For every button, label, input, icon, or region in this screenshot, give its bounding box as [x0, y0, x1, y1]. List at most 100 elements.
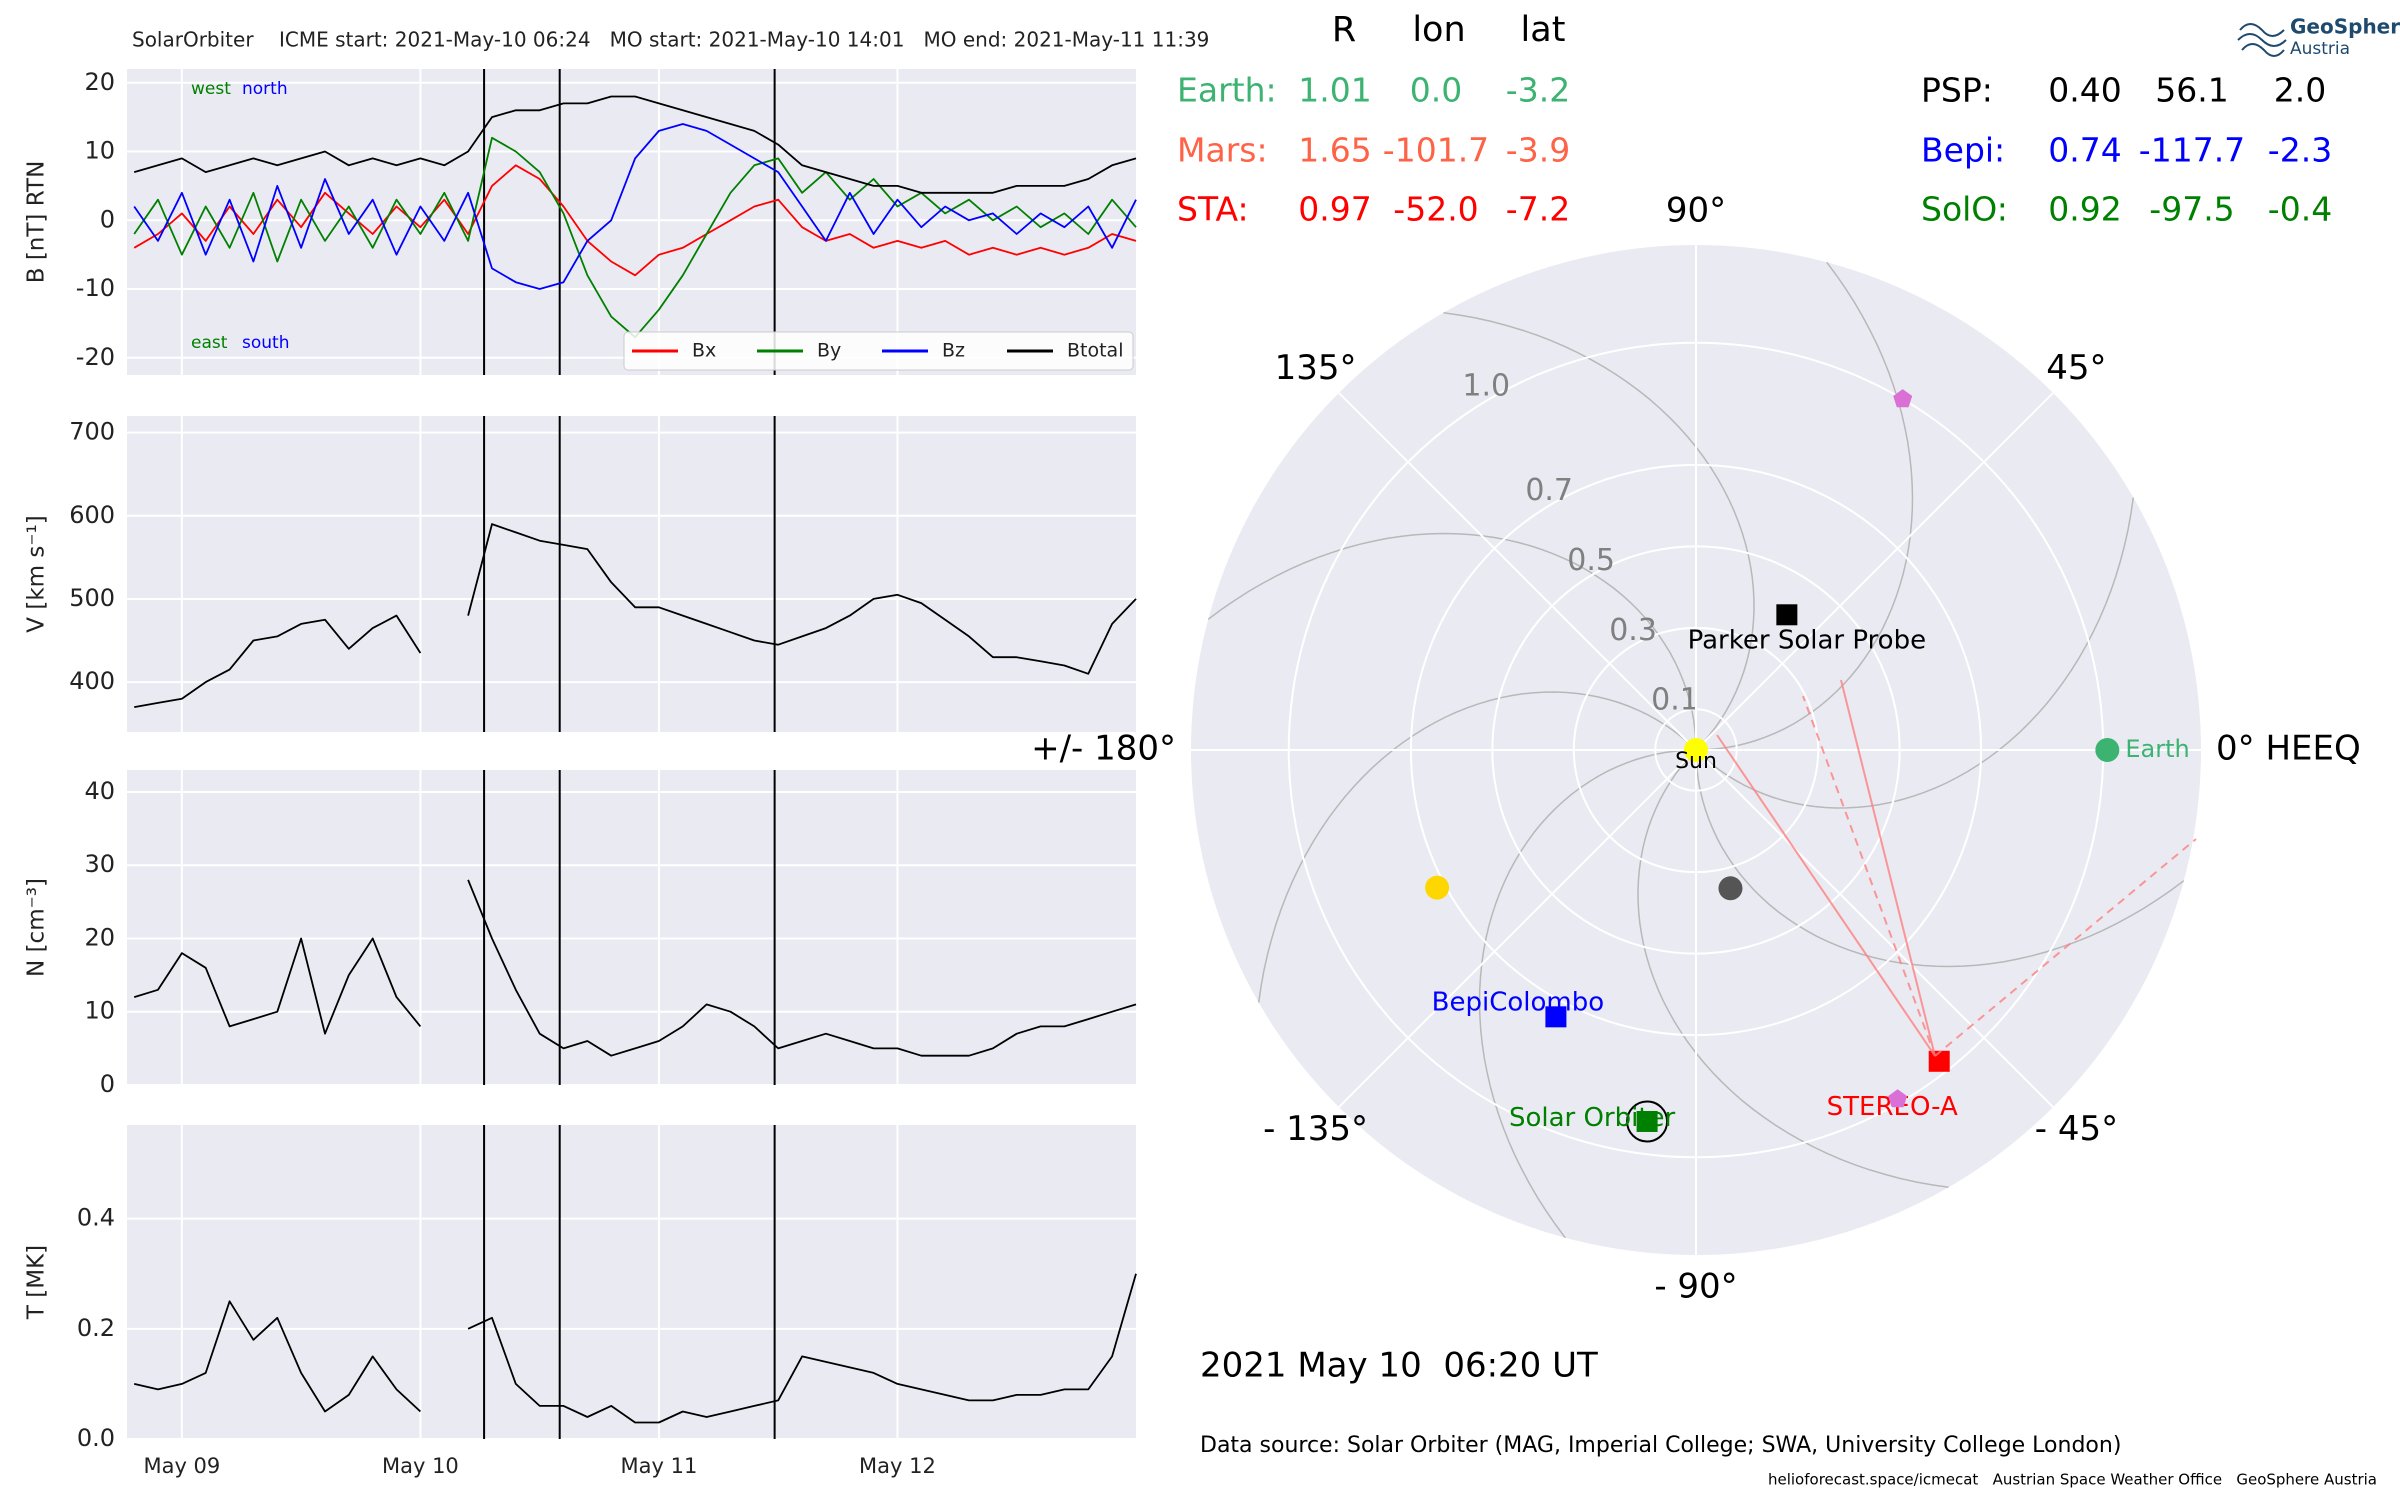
marker	[1425, 875, 1450, 900]
data-line	[133, 1273, 1137, 1424]
logo-subtext: Austria	[2290, 39, 2350, 59]
timestamp: 2021 May 10 06:20 UT	[1200, 1346, 1598, 1386]
marker	[1928, 1050, 1950, 1072]
table-cell: -0.4	[2268, 190, 2332, 229]
y-tick-label: 10	[84, 137, 115, 165]
marker	[2095, 738, 2120, 762]
marker	[1684, 738, 1708, 762]
marker-label: Parker Solar Probe	[1688, 625, 1926, 655]
theta-tick-label: 135°	[1275, 348, 1357, 388]
annotation: south	[242, 333, 289, 353]
theta-tick-label: +/- 180°	[1031, 729, 1176, 769]
legend-label: Bz	[942, 340, 965, 362]
table-cell: -7.2	[1506, 190, 1570, 229]
spiral-line	[1207, 532, 1697, 751]
marker-label: Earth	[2125, 735, 2189, 763]
y-axis-label: B [nT] RTN	[24, 161, 50, 284]
data-line	[134, 523, 1137, 708]
theta-tick-label: - 135°	[1263, 1109, 1368, 1149]
y-axis-label: V [km s⁻¹]	[24, 515, 50, 632]
data-line	[133, 123, 1137, 290]
marker	[1636, 1110, 1658, 1132]
y-tick-label: 0	[100, 1070, 115, 1098]
marker	[1776, 604, 1798, 626]
grid-spoke	[1695, 749, 2054, 1108]
table-header: lon	[1412, 10, 1465, 50]
y-tick-label: 0.0	[77, 1424, 115, 1452]
plot-area	[127, 416, 1136, 732]
y-tick-label: 600	[69, 501, 115, 529]
y-tick-label: -20	[76, 343, 115, 371]
theta-tick-label: - 90°	[1654, 1267, 1737, 1307]
y-tick-label: 20	[84, 68, 115, 96]
annotation: north	[242, 79, 288, 99]
logo-wave	[2241, 43, 2285, 57]
table-cell: 0.40	[2048, 71, 2121, 110]
logo-wave	[2237, 33, 2287, 47]
x-tick-label: May 10	[382, 1454, 459, 1478]
table-cell: -3.2	[1506, 71, 1570, 110]
y-tick-label: -10	[76, 274, 115, 302]
spiral-line	[1478, 749, 1697, 1239]
marker	[1888, 1089, 1908, 1108]
highlight-ring	[1626, 1100, 1669, 1143]
table-cell: -97.5	[2149, 190, 2234, 229]
fov-line	[1840, 679, 1936, 1057]
table-cell: -117.7	[2139, 131, 2245, 170]
data-line	[133, 164, 1137, 277]
table-cell: 56.1	[2155, 71, 2228, 110]
marker-label: Sun	[1675, 749, 1717, 774]
y-tick-label: 40	[84, 777, 115, 805]
table-cell: -2.3	[2268, 131, 2332, 170]
fov-line	[1802, 695, 1936, 1057]
marker	[1545, 1006, 1567, 1028]
legend-label: Bx	[692, 340, 716, 362]
y-tick-label: 400	[69, 667, 115, 695]
data-line	[133, 95, 1137, 194]
y-tick-label: 30	[84, 850, 115, 878]
legend-box	[623, 331, 1134, 371]
annotation: west	[191, 79, 231, 99]
legend-label: Btotal	[1067, 340, 1123, 362]
y-tick-label: 500	[69, 584, 115, 612]
table-row-name: SolO:	[1921, 190, 2008, 229]
spiral-line	[1637, 749, 1949, 1189]
r-tick-label: 0.5	[1567, 543, 1615, 578]
table-cell: -101.7	[1383, 131, 1489, 170]
r-tick-label: 1.0	[1462, 368, 1510, 403]
table-row-name: STA:	[1177, 190, 1249, 229]
logo-text: GeoSphere	[2290, 15, 2400, 39]
table-cell: 1.65	[1298, 131, 1371, 170]
theta-tick-label: - 45°	[2035, 1109, 2118, 1149]
table-cell: 0.97	[1298, 190, 1371, 229]
spiral-line	[1695, 497, 2135, 809]
chart-title: SolarOrbiter ICME start: 2021-May-10 06:…	[132, 28, 1209, 52]
fov-line	[1934, 838, 2197, 1057]
marker-label: BepiColombo	[1432, 987, 1605, 1017]
plot-area	[127, 1125, 1136, 1439]
logo-wave	[2239, 23, 2285, 37]
footer: helioforecast.space/icmecat Austrian Spa…	[1768, 1471, 2377, 1489]
spiral-line	[1443, 311, 1755, 751]
x-tick-label: May 09	[143, 1454, 220, 1478]
grid-spoke	[1338, 392, 1697, 751]
table-header: R	[1332, 10, 1356, 50]
table-row-name: Earth:	[1177, 71, 1277, 110]
marker	[1718, 876, 1743, 901]
y-tick-label: 0	[100, 205, 115, 233]
table-row-name: Bepi:	[1921, 131, 2005, 170]
annotation: east	[191, 333, 228, 353]
table-cell: -3.9	[1506, 131, 1570, 170]
x-tick-label: May 11	[621, 1454, 698, 1478]
spiral-line	[1695, 261, 1914, 751]
y-axis-label: T [MK]	[24, 1245, 50, 1320]
table-cell: 1.01	[1298, 71, 1371, 110]
sta-field-of-view	[1716, 679, 2197, 1057]
x-tick-label: May 12	[859, 1454, 936, 1478]
y-tick-label: 20	[84, 923, 115, 951]
r-tick-label: 0.7	[1525, 473, 1573, 508]
fov-line	[1716, 734, 1936, 1057]
theta-tick-label: 90°	[1666, 191, 1726, 231]
